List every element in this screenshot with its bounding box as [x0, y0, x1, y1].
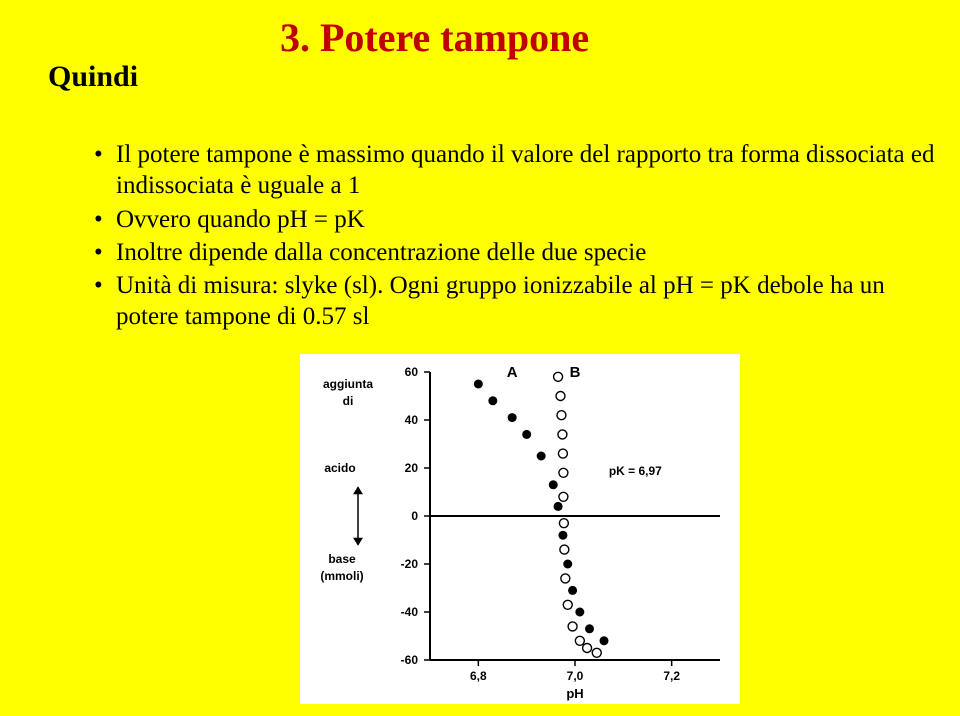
- svg-text:base: base: [328, 552, 356, 566]
- bullet-item: Il potere tampone è massimo quando il va…: [116, 139, 946, 202]
- svg-text:aggiunta: aggiunta: [323, 377, 373, 391]
- bullet-item: Inoltre dipende dalla concentrazione del…: [116, 237, 946, 268]
- svg-text:pH: pH: [566, 686, 583, 701]
- bullet-item: Unità di misura: slyke (sl). Ogni gruppo…: [116, 270, 946, 333]
- svg-text:A: A: [507, 364, 518, 381]
- svg-text:-20: -20: [401, 557, 419, 571]
- svg-text:di: di: [343, 394, 354, 408]
- bullet-list: Il potere tampone è massimo quando il va…: [76, 139, 946, 335]
- svg-text:acido: acido: [324, 461, 355, 475]
- slide-title: 3. Potere tampone: [280, 14, 589, 61]
- svg-text:7,0: 7,0: [567, 669, 584, 683]
- svg-text:20: 20: [405, 461, 419, 475]
- svg-text:40: 40: [405, 413, 419, 427]
- svg-text:B: B: [570, 364, 581, 381]
- svg-text:(mmoli): (mmoli): [320, 569, 363, 583]
- titration-chart: 60 40 20 0 -20 -40 -60 6,8 7,0 7,2 pH aggiunta di aci…: [300, 354, 740, 704]
- heading-quindi: Quindi: [48, 60, 138, 94]
- svg-text:6,8: 6,8: [470, 669, 487, 683]
- svg-text:-60: -60: [401, 653, 419, 667]
- svg-text:-40: -40: [401, 605, 419, 619]
- bullet-item: Ovvero quando pH = pK: [116, 204, 946, 235]
- svg-text:pK = 6,97: pK = 6,97: [609, 464, 662, 478]
- svg-text:60: 60: [405, 365, 419, 379]
- svg-text:0: 0: [411, 509, 418, 523]
- svg-text:7,2: 7,2: [663, 669, 680, 683]
